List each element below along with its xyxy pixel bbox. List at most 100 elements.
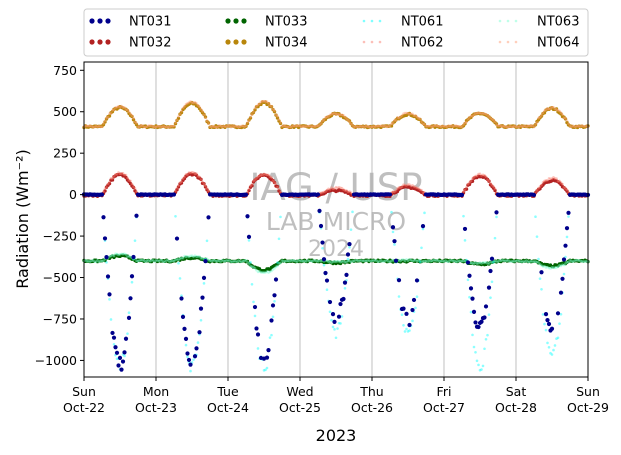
data-point (181, 106, 185, 110)
legend-marker (105, 18, 111, 24)
data-point (346, 118, 350, 122)
data-point (322, 118, 326, 122)
data-point (404, 311, 409, 316)
data-point (184, 343, 188, 347)
y-tick-label: −500 (43, 270, 77, 285)
data-point (160, 125, 164, 128)
data-point (407, 322, 412, 328)
data-point (391, 121, 395, 125)
y-tick-label: 500 (53, 104, 77, 119)
data-point (402, 323, 405, 327)
series-nt034 (82, 100, 590, 130)
data-point (188, 362, 193, 367)
data-point (202, 182, 206, 186)
data-point (390, 210, 393, 214)
y-tick-label: 750 (53, 63, 77, 78)
data-point (93, 125, 96, 129)
data-point (534, 215, 537, 218)
data-point (337, 186, 341, 189)
data-point (480, 174, 483, 177)
data-point (309, 125, 312, 128)
data-point (108, 112, 111, 115)
data-point (352, 125, 356, 129)
data-point (118, 172, 122, 176)
data-point (511, 125, 515, 129)
data-point (123, 173, 126, 177)
data-point (346, 257, 350, 261)
data-point (538, 277, 542, 280)
data-point (273, 109, 276, 112)
data-point (270, 176, 273, 179)
data-point (540, 287, 543, 291)
data-point (345, 189, 348, 192)
legend-marker (105, 39, 111, 45)
data-point (334, 185, 338, 189)
data-point (321, 191, 324, 194)
data-point (279, 121, 282, 124)
data-point (334, 112, 338, 116)
data-point (270, 105, 273, 108)
data-point (537, 116, 540, 120)
data-point (312, 125, 315, 128)
legend-marker (378, 40, 382, 44)
data-point (124, 173, 128, 177)
data-point (475, 359, 479, 363)
data-point (471, 333, 474, 337)
legend-label: NT031 (129, 15, 171, 30)
data-point (333, 328, 336, 331)
data-point (454, 124, 458, 127)
data-point (172, 124, 176, 128)
data-point (466, 118, 470, 121)
data-point (285, 125, 288, 129)
data-point (103, 120, 107, 124)
data-point (410, 307, 415, 313)
data-point (469, 310, 473, 314)
data-point (494, 210, 499, 215)
data-point (182, 326, 187, 331)
legend-label: NT033 (265, 15, 307, 30)
data-point (310, 125, 314, 128)
data-point (307, 124, 311, 128)
x-tick-day: Thu (359, 384, 383, 399)
data-point (494, 122, 499, 126)
data-point (372, 125, 375, 128)
data-point (466, 182, 470, 186)
data-point (274, 113, 278, 117)
data-point (429, 124, 432, 128)
data-point (96, 125, 99, 129)
data-point (184, 173, 188, 176)
data-point (421, 191, 425, 194)
data-point (414, 185, 417, 189)
data-point (405, 111, 408, 115)
data-point (558, 322, 561, 325)
data-point (469, 114, 473, 118)
data-point (247, 187, 251, 191)
data-point (489, 296, 492, 299)
data-point (378, 124, 381, 128)
data-point (397, 295, 401, 298)
data-point (349, 122, 353, 126)
data-point (99, 192, 105, 197)
data-point (384, 124, 387, 128)
data-point (101, 122, 106, 127)
y-tick-label: −1000 (35, 353, 77, 368)
data-point (538, 185, 542, 188)
data-point (163, 125, 167, 129)
data-point (178, 277, 182, 280)
data-point (324, 278, 330, 283)
data-point (226, 124, 230, 127)
data-point (265, 100, 269, 103)
data-point (180, 180, 183, 184)
data-point (331, 112, 335, 115)
legend-marker (241, 18, 247, 24)
data-point (433, 124, 437, 127)
data-point (105, 261, 108, 264)
data-point (102, 122, 105, 125)
data-point (321, 246, 324, 250)
x-tick-day: Wed (286, 384, 313, 399)
data-point (112, 342, 116, 346)
data-point (472, 113, 476, 117)
data-point (315, 124, 318, 128)
data-point (179, 110, 184, 115)
data-point (117, 355, 123, 360)
